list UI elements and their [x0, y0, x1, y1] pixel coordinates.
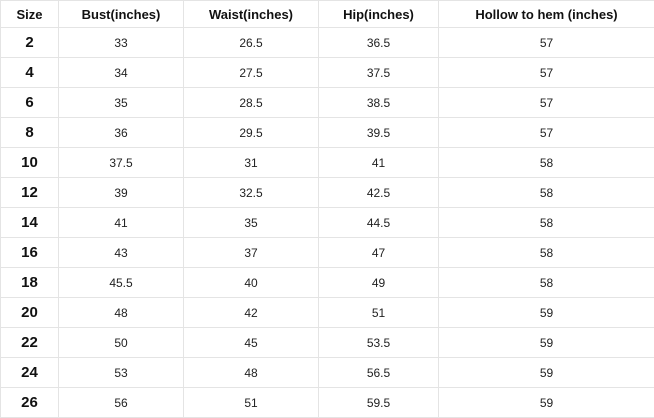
value-cell: 37.5	[59, 148, 184, 178]
size-cell: 8	[1, 118, 59, 148]
value-cell: 38.5	[319, 88, 439, 118]
value-cell: 35	[184, 208, 319, 238]
value-cell: 32.5	[184, 178, 319, 208]
value-cell: 58	[439, 148, 654, 178]
value-cell: 59.5	[319, 388, 439, 418]
value-cell: 33	[59, 28, 184, 58]
value-cell: 56	[59, 388, 184, 418]
value-cell: 45.5	[59, 268, 184, 298]
size-cell: 6	[1, 88, 59, 118]
size-cell: 22	[1, 328, 59, 358]
value-cell: 36.5	[319, 28, 439, 58]
size-cell: 14	[1, 208, 59, 238]
value-cell: 48	[184, 358, 319, 388]
value-cell: 37	[184, 238, 319, 268]
value-cell: 41	[59, 208, 184, 238]
value-cell: 39	[59, 178, 184, 208]
size-cell: 12	[1, 178, 59, 208]
value-cell: 41	[319, 148, 439, 178]
value-cell: 58	[439, 208, 654, 238]
value-cell: 56.5	[319, 358, 439, 388]
value-cell: 43	[59, 238, 184, 268]
size-cell: 16	[1, 238, 59, 268]
size-cell: 18	[1, 268, 59, 298]
value-cell: 44.5	[319, 208, 439, 238]
value-cell: 59	[439, 298, 654, 328]
size-cell: 10	[1, 148, 59, 178]
value-cell: 29.5	[184, 118, 319, 148]
value-cell: 57	[439, 58, 654, 88]
value-cell: 40	[184, 268, 319, 298]
value-cell: 57	[439, 28, 654, 58]
value-cell: 35	[59, 88, 184, 118]
value-cell: 49	[319, 268, 439, 298]
value-cell: 34	[59, 58, 184, 88]
value-cell: 57	[439, 118, 654, 148]
value-cell: 51	[319, 298, 439, 328]
column-header-waist-inches: Waist(inches)	[184, 1, 319, 28]
size-cell: 4	[1, 58, 59, 88]
value-cell: 58	[439, 178, 654, 208]
value-cell: 53.5	[319, 328, 439, 358]
value-cell: 51	[184, 388, 319, 418]
value-cell: 42.5	[319, 178, 439, 208]
value-cell: 31	[184, 148, 319, 178]
column-header-bust-inches: Bust(inches)	[59, 1, 184, 28]
value-cell: 58	[439, 238, 654, 268]
value-cell: 28.5	[184, 88, 319, 118]
value-cell: 53	[59, 358, 184, 388]
value-cell: 59	[439, 358, 654, 388]
size-cell: 20	[1, 298, 59, 328]
value-cell: 37.5	[319, 58, 439, 88]
value-cell: 36	[59, 118, 184, 148]
value-cell: 57	[439, 88, 654, 118]
value-cell: 48	[59, 298, 184, 328]
value-cell: 58	[439, 268, 654, 298]
size-cell: 24	[1, 358, 59, 388]
value-cell: 39.5	[319, 118, 439, 148]
value-cell: 42	[184, 298, 319, 328]
value-cell: 50	[59, 328, 184, 358]
value-cell: 59	[439, 388, 654, 418]
size-cell: 26	[1, 388, 59, 418]
value-cell: 59	[439, 328, 654, 358]
size-cell: 2	[1, 28, 59, 58]
column-header-hollow-to-hem-inches: Hollow to hem (inches)	[439, 1, 654, 28]
value-cell: 45	[184, 328, 319, 358]
value-cell: 47	[319, 238, 439, 268]
value-cell: 26.5	[184, 28, 319, 58]
column-header-hip-inches: Hip(inches)	[319, 1, 439, 28]
value-cell: 27.5	[184, 58, 319, 88]
column-header-size: Size	[1, 1, 59, 28]
